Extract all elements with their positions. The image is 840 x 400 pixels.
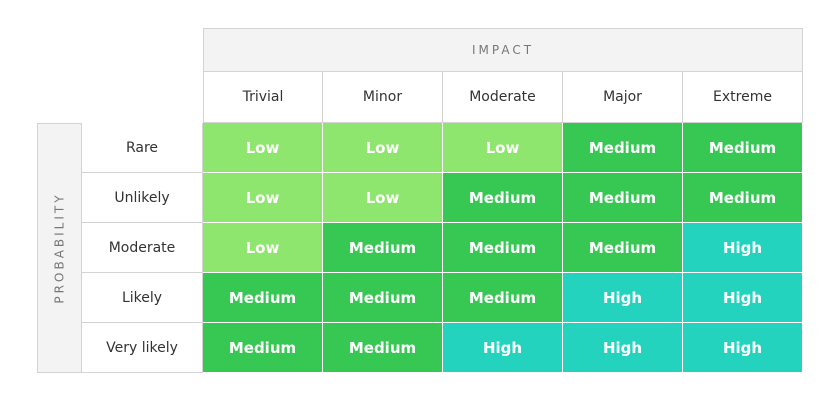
risk-cell: Medium <box>203 323 323 373</box>
risk-cell: Medium <box>323 273 443 323</box>
risk-cell: Low <box>323 173 443 223</box>
risk-cell: Medium <box>203 273 323 323</box>
impact-column-extreme: Extreme <box>683 72 803 123</box>
risk-cell: Medium <box>443 173 563 223</box>
risk-cell: High <box>563 273 683 323</box>
risk-cell: Low <box>203 173 323 223</box>
impact-column-major: Major <box>563 72 683 123</box>
risk-cell: Low <box>203 223 323 273</box>
risk-cell: Medium <box>683 123 803 173</box>
probability-row-very-likely: Very likely <box>82 323 203 373</box>
probability-axis-label: PROBABILITY <box>52 192 67 304</box>
impact-column-trivial: Trivial <box>203 72 323 123</box>
empty-corner <box>37 28 203 123</box>
probability-row-likely: Likely <box>82 273 203 323</box>
impact-axis-header: IMPACT <box>203 28 803 72</box>
risk-cell: Low <box>323 123 443 173</box>
risk-cell: High <box>683 273 803 323</box>
risk-cell: High <box>563 323 683 373</box>
probability-row-unlikely: Unlikely <box>82 173 203 223</box>
risk-matrix: IMPACT Trivial Minor Moderate Major Extr… <box>37 28 803 373</box>
risk-cell: Medium <box>323 223 443 273</box>
impact-column-moderate: Moderate <box>443 72 563 123</box>
probability-axis-header: PROBABILITY <box>37 123 82 373</box>
risk-cell: Medium <box>443 273 563 323</box>
probability-row-rare: Rare <box>82 123 203 173</box>
risk-cell: Medium <box>443 223 563 273</box>
risk-cell: Medium <box>563 173 683 223</box>
risk-cell: High <box>443 323 563 373</box>
risk-cell: Medium <box>323 323 443 373</box>
risk-cell: Low <box>203 123 323 173</box>
risk-cell: Medium <box>683 173 803 223</box>
risk-cell: High <box>683 323 803 373</box>
risk-cell: Medium <box>563 123 683 173</box>
risk-cell: Low <box>443 123 563 173</box>
risk-cell: Medium <box>563 223 683 273</box>
impact-column-minor: Minor <box>323 72 443 123</box>
risk-cell: High <box>683 223 803 273</box>
probability-row-moderate: Moderate <box>82 223 203 273</box>
